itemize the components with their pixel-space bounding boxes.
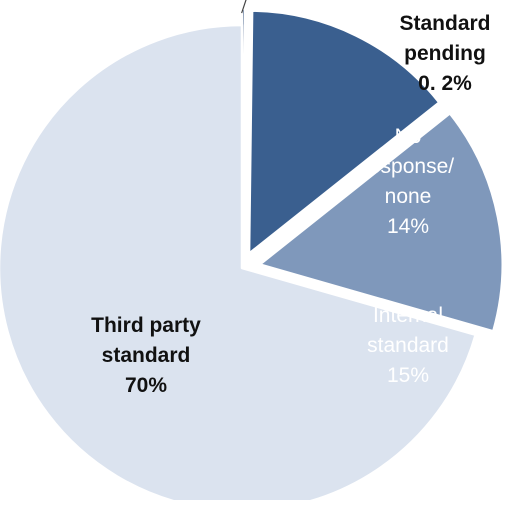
pie-slice-third-party-standard bbox=[0, 23, 477, 505]
slice-label-internal-standard: Internal standard 15% bbox=[367, 304, 449, 387]
leader-line-standard-pending bbox=[241, 0, 247, 14]
slice-labels-layer: Standard pending 0. 2% No response/none 14% In… bbox=[91, 12, 490, 397]
slice-label-line: 70% bbox=[125, 374, 167, 397]
slice-label-no-response-none: No response/none 14% bbox=[362, 125, 454, 238]
leader-lines-layer bbox=[241, 0, 247, 14]
slice-label-line: 15% bbox=[387, 364, 429, 387]
slice-label-line: Third party bbox=[91, 314, 201, 337]
slice-label-line: No bbox=[395, 125, 422, 148]
slice-label-line: none bbox=[385, 185, 432, 208]
slice-label-line: 0. 2% bbox=[418, 72, 472, 95]
slice-label-standard-pending: Standard pending 0. 2% bbox=[399, 12, 490, 95]
slice-label-line: pending bbox=[404, 42, 486, 65]
slice-label-line: response/ bbox=[362, 155, 454, 178]
slice-label-line: standard bbox=[102, 344, 191, 367]
slice-label-line: Internal bbox=[373, 304, 443, 327]
slice-label-third-party-standard: Third party standard 70% bbox=[91, 314, 201, 397]
pie-slice-internal-standard bbox=[258, 112, 504, 333]
slice-label-line: Standard bbox=[399, 12, 490, 35]
pie-slice-no-response-none bbox=[247, 9, 441, 255]
slice-label-line: 14% bbox=[387, 215, 429, 238]
slices-layer bbox=[0, 7, 504, 505]
slice-label-line: standard bbox=[367, 334, 449, 357]
